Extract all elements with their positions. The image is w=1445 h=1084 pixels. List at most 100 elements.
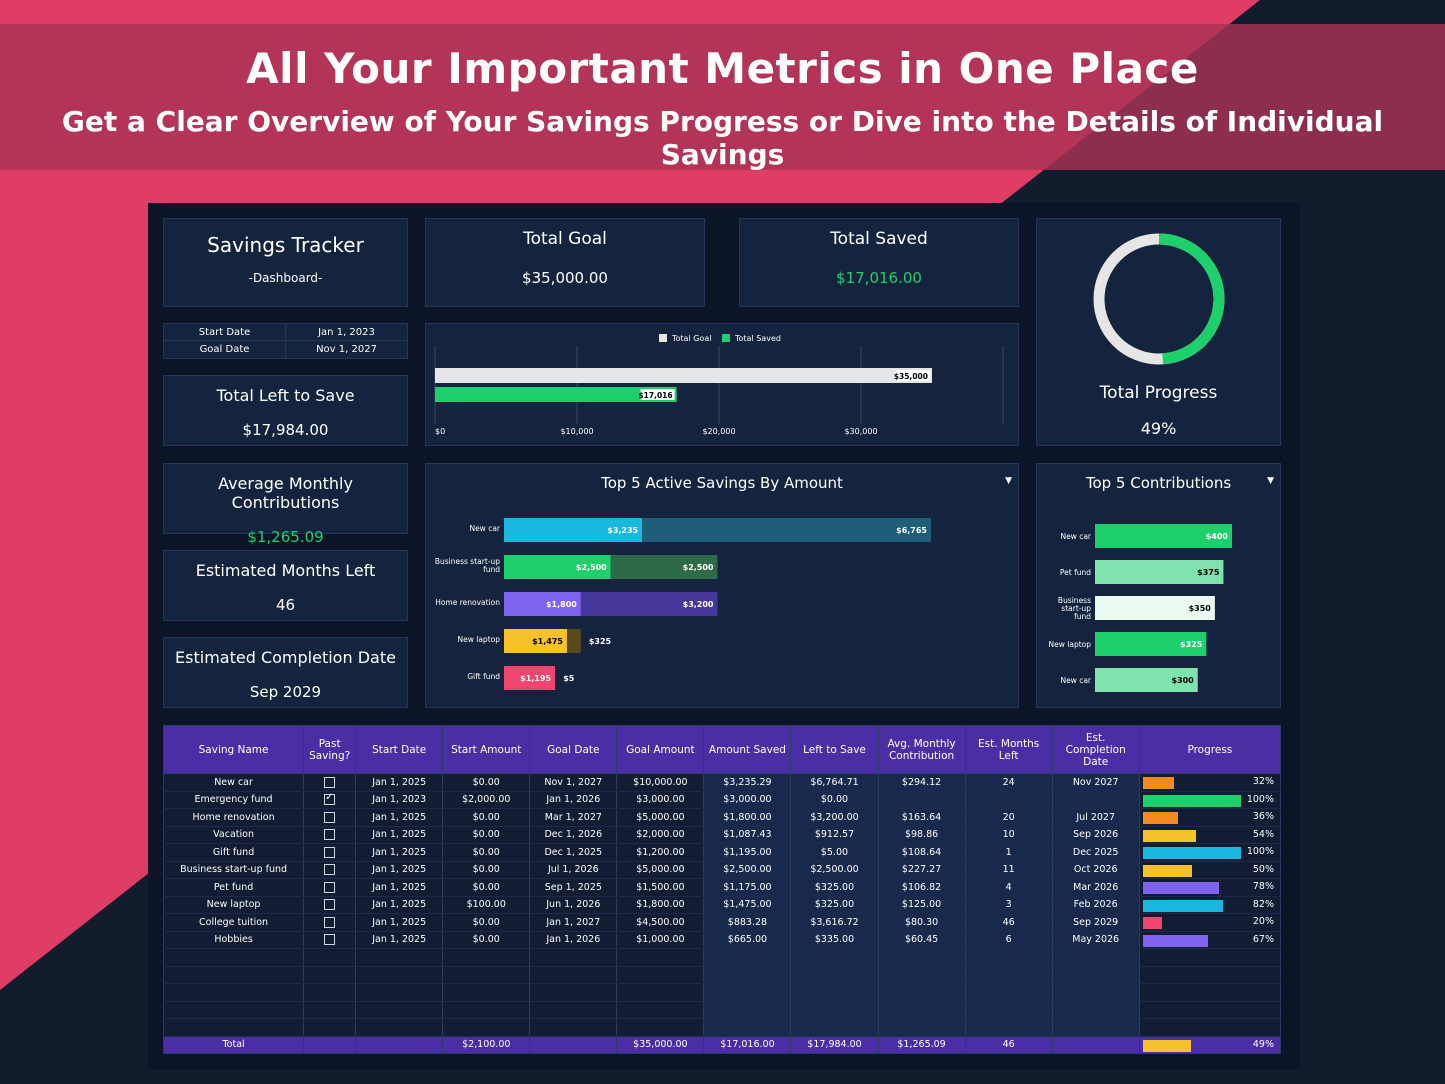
top-active-savings-chart: Top 5 Active Savings By Amount ▼ New car… — [425, 463, 1019, 708]
category-label: New laptop — [458, 635, 501, 644]
cell-start-amount: $0.00 — [442, 808, 531, 827]
goal-date-row: Goal Date Nov 1, 2027 — [164, 341, 407, 358]
cell-left: $6,764.71 — [790, 773, 879, 792]
past-saving-checkbox[interactable] — [324, 776, 336, 788]
column-header[interactable]: Est. Months Left — [964, 725, 1053, 774]
total-cell — [355, 1035, 444, 1054]
table-row[interactable]: Pet fund Jan 1, 2025 $0.00 Sep 1, 2025 $1,50… — [162, 878, 1282, 897]
table-row[interactable]: Vacation Jan 1, 2025 $0.00 Dec 1, 2026 $2,00… — [162, 826, 1282, 844]
dropdown-caret-icon[interactable]: ▼ — [1267, 476, 1274, 486]
progress-bar — [1142, 847, 1241, 859]
column-header[interactable]: Progress — [1138, 725, 1282, 774]
category-label: New car — [469, 524, 500, 533]
column-header[interactable]: Saving Name — [162, 725, 305, 774]
table-row[interactable]: College tuition Jan 1, 2025 $0.00 Jan 1, 20… — [162, 913, 1282, 932]
cell-months: 3 — [964, 896, 1053, 914]
past-saving-cell — [303, 913, 357, 932]
empty-cell — [703, 1001, 792, 1019]
past-saving-checkbox[interactable] — [324, 934, 336, 946]
progress-percent: 82% — [1252, 898, 1274, 910]
cell-completion: Nov 2027 — [1051, 773, 1140, 792]
past-saving-checkbox[interactable] — [324, 792, 336, 806]
table-row[interactable]: Hobbies Jan 1, 2025 $0.00 Jan 1, 2026 $1,000… — [162, 931, 1282, 949]
empty-cell — [703, 948, 792, 967]
cell-avg: $125.00 — [877, 896, 966, 914]
total-cell — [529, 1035, 618, 1054]
empty-cell — [616, 1001, 705, 1019]
past-saving-checkbox[interactable] — [324, 811, 336, 823]
months-left-label: Estimated Months Left — [195, 561, 376, 580]
cell-months: 10 — [964, 826, 1053, 844]
empty-cell — [964, 1001, 1053, 1019]
table-row[interactable]: New laptop Jan 1, 2025 $100.00 Jun 1, 2026 $… — [162, 896, 1282, 914]
cell-goal-amount: $1,000.00 — [616, 931, 705, 949]
empty-cell — [616, 966, 705, 984]
empty-cell — [529, 948, 618, 967]
past-saving-checkbox[interactable] — [324, 846, 336, 858]
cell-saved: $1,087.43 — [703, 826, 792, 844]
table-row[interactable]: Gift fund Jan 1, 2025 $0.00 Dec 1, 2025 $1,2… — [162, 843, 1282, 862]
data-label: $325 — [1180, 640, 1203, 649]
column-header[interactable]: Est. Completion Date — [1051, 725, 1140, 774]
past-saving-cell — [303, 896, 357, 914]
progress-cell: 20% — [1138, 913, 1282, 932]
column-header[interactable]: Amount Saved — [703, 725, 792, 774]
table-row[interactable]: Home renovation Jan 1, 2025 $0.00 Mar 1, 20… — [162, 808, 1282, 827]
goal-date-value: Nov 1, 2027 — [316, 344, 377, 355]
empty-cell — [162, 948, 305, 967]
table-row[interactable]: Business start-up fund Jan 1, 2025 $0.00 Ju… — [162, 861, 1282, 879]
cell-avg: $294.12 — [877, 773, 966, 792]
past-saving-checkbox[interactable] — [324, 829, 336, 841]
total-cell: $17,984.00 — [790, 1035, 879, 1054]
column-header[interactable]: Start Date — [355, 725, 444, 774]
top-active-savings-title: Top 5 Active Savings By Amount — [601, 474, 843, 492]
cell-goal-date: Mar 1, 2027 — [529, 808, 618, 827]
cell-completion — [1051, 791, 1140, 809]
banner-subtitle: Get a Clear Overview of Your Savings Pro… — [61, 105, 1384, 171]
column-header[interactable]: Start Amount — [442, 725, 531, 774]
empty-cell — [1138, 966, 1282, 984]
past-saving-checkbox[interactable] — [324, 916, 336, 928]
table-row[interactable]: New car Jan 1, 2025 $0.00 Nov 1, 2027 $10,00… — [162, 773, 1282, 792]
progress-percent: 49% — [1252, 1038, 1274, 1050]
total-cell: 46 — [964, 1035, 1053, 1054]
cell-saved: $883.28 — [703, 913, 792, 932]
cell-start-date: Jan 1, 2025 — [355, 773, 444, 792]
past-saving-checkbox[interactable] — [324, 881, 336, 893]
cell-start-amount: $0.00 — [442, 843, 531, 862]
progress-bar — [1142, 829, 1196, 842]
column-header[interactable]: Avg. Monthly Contribution — [877, 725, 966, 774]
cell-months: 1 — [964, 843, 1053, 862]
past-saving-checkbox[interactable] — [324, 864, 336, 876]
column-header[interactable]: Goal Date — [529, 725, 618, 774]
cell-avg: $163.64 — [877, 808, 966, 827]
cell-goal-date: Dec 1, 2026 — [529, 826, 618, 844]
total-progress-panel: Total Progress 49% — [1036, 218, 1281, 446]
dropdown-caret-icon[interactable]: ▼ — [1005, 476, 1012, 486]
category-label: Gift fund — [467, 672, 500, 681]
category-label: New car — [1060, 532, 1091, 541]
cell-goal-amount: $3,000.00 — [616, 791, 705, 809]
empty-cell — [303, 966, 357, 984]
category-label: Pet fund — [1060, 568, 1091, 577]
cell-goal-amount: $4,500.00 — [616, 913, 705, 932]
cell-avg: $227.27 — [877, 861, 966, 879]
cell-left: $5.00 — [790, 843, 879, 862]
column-header[interactable]: Past Saving? — [303, 725, 357, 774]
x-tick-label: $30,000 — [844, 427, 877, 436]
empty-cell — [790, 1018, 879, 1037]
progress-bar — [1142, 1039, 1191, 1052]
cell-avg: $106.82 — [877, 878, 966, 897]
empty-cell — [964, 983, 1053, 1002]
cell-goal-date: Jun 1, 2026 — [529, 896, 618, 914]
saved-bar — [504, 666, 556, 690]
column-header[interactable]: Left to Save — [790, 725, 879, 774]
empty-cell — [529, 1001, 618, 1019]
empty-cell — [1138, 1001, 1282, 1019]
column-header[interactable]: Goal Amount — [616, 725, 705, 774]
cell-avg: $80.30 — [877, 913, 966, 932]
cell-completion: Sep 2029 — [1051, 913, 1140, 932]
cell-name: College tuition — [162, 913, 305, 932]
past-saving-checkbox[interactable] — [324, 899, 336, 911]
